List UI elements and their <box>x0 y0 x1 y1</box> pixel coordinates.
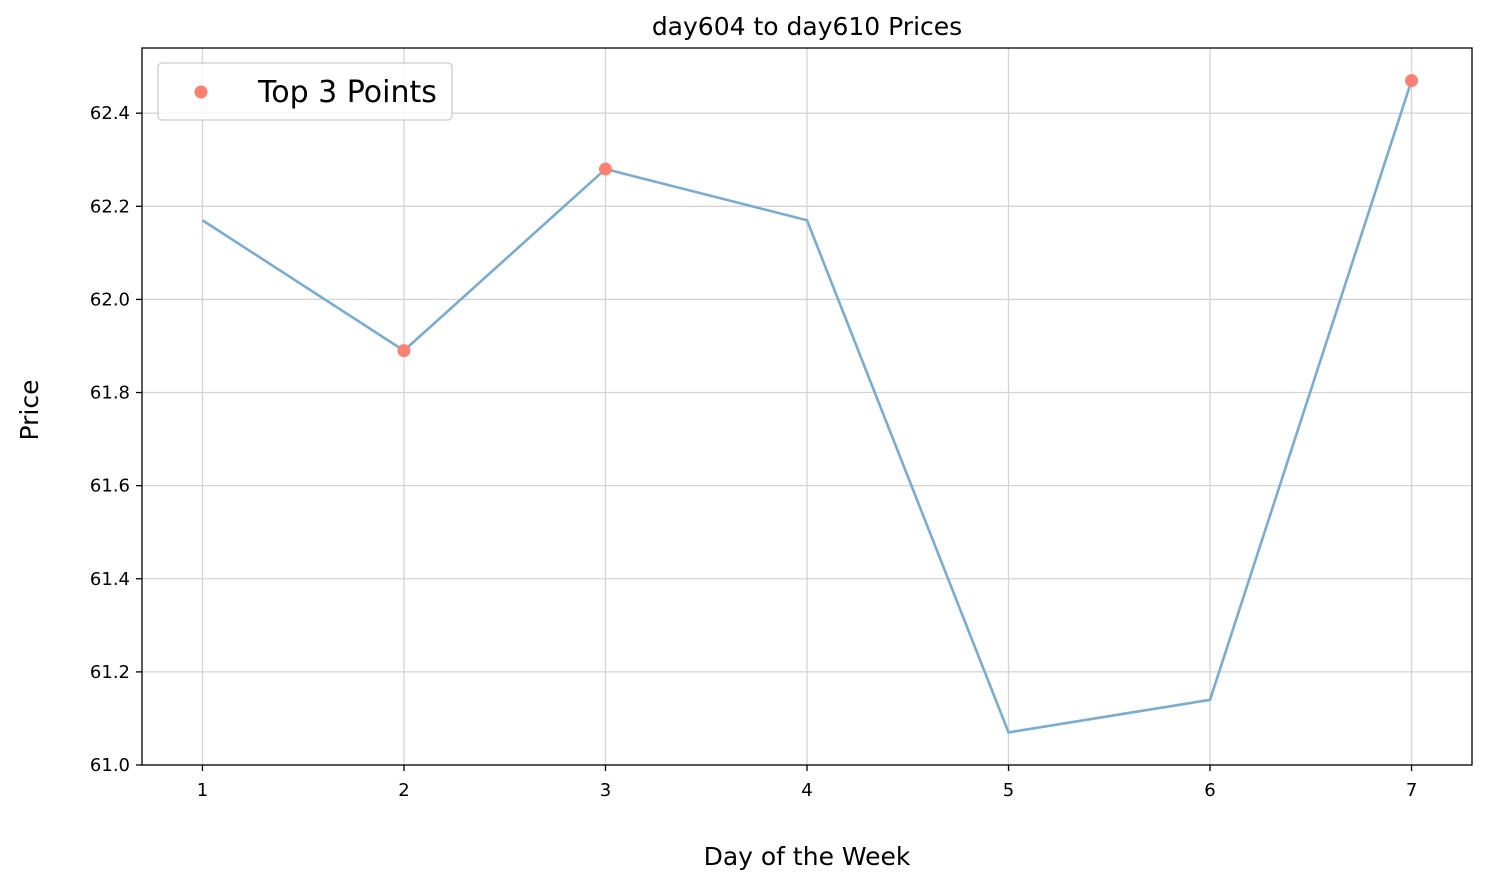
y-tick-label: 61.4 <box>90 569 130 590</box>
x-tick-label: 2 <box>398 780 409 801</box>
top-point-marker <box>397 344 411 358</box>
y-tick-label: 62.0 <box>90 289 130 310</box>
legend-box <box>157 62 453 121</box>
x-tick-label: 6 <box>1204 780 1215 801</box>
y-tick-label: 62.4 <box>90 103 130 124</box>
y-tick-label: 61.6 <box>90 476 130 497</box>
x-tick-label: 3 <box>600 780 611 801</box>
y-tick-label: 61.2 <box>90 662 130 683</box>
y-tick-label: 62.2 <box>90 196 130 217</box>
x-tick-label: 7 <box>1406 780 1417 801</box>
y-axis-label: Price <box>15 380 44 441</box>
x-axis-label: Day of the Week <box>704 842 911 871</box>
x-tick-label: 4 <box>801 780 812 801</box>
y-tick-label: 61.0 <box>90 755 130 776</box>
chart-title: day604 to day610 Prices <box>652 12 962 41</box>
axis-ticks: 1 2 3 4 5 6 7 61.0 61.2 61.4 61.6 61.8 62.0 62.2 62.4 <box>90 103 1417 801</box>
top-point-marker <box>1405 74 1419 88</box>
grid-lines <box>142 48 1472 766</box>
legend-marker <box>194 85 208 99</box>
x-tick-label: 5 <box>1003 780 1014 801</box>
top-point-marker <box>598 162 612 176</box>
legend-label: Top 3 Points <box>257 75 437 110</box>
top-points-series <box>397 74 1419 358</box>
x-tick-label: 1 <box>197 780 208 801</box>
y-tick-label: 61.8 <box>90 383 130 404</box>
legend: Top 3 Points <box>157 62 453 121</box>
